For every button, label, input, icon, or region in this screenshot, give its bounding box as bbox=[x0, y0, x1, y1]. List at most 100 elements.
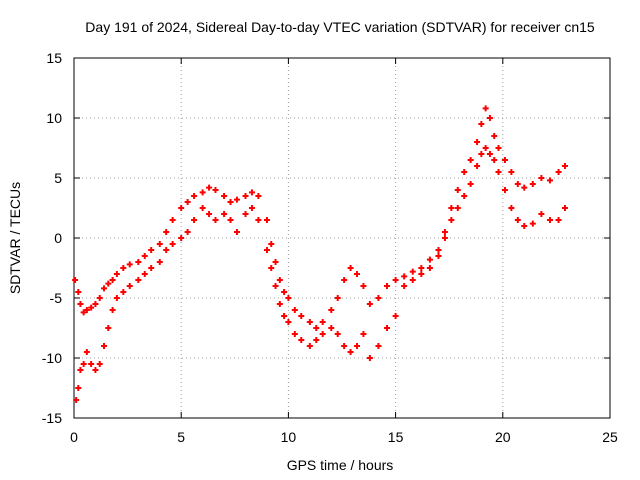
data-point bbox=[272, 283, 279, 289]
data-point bbox=[75, 289, 82, 295]
data-point bbox=[126, 283, 133, 289]
data-point bbox=[474, 139, 481, 145]
data-point bbox=[347, 265, 354, 271]
data-point bbox=[508, 205, 515, 211]
data-point bbox=[80, 309, 87, 316]
data-point bbox=[72, 277, 79, 283]
data-point bbox=[156, 241, 163, 247]
data-point bbox=[113, 271, 120, 277]
data-point bbox=[285, 295, 292, 301]
data-point bbox=[255, 193, 262, 199]
data-point bbox=[546, 217, 553, 223]
data-point bbox=[113, 295, 120, 301]
data-point bbox=[461, 193, 468, 199]
data-point bbox=[501, 187, 508, 193]
data-point bbox=[178, 205, 185, 211]
data-point bbox=[491, 157, 498, 163]
data-point bbox=[435, 253, 442, 259]
data-point bbox=[163, 247, 170, 253]
data-point bbox=[199, 189, 206, 196]
y-tick-label: 0 bbox=[54, 230, 62, 246]
data-point bbox=[561, 205, 568, 211]
data-point bbox=[313, 337, 320, 343]
data-point bbox=[454, 187, 461, 193]
data-point bbox=[514, 181, 521, 187]
data-point bbox=[538, 175, 545, 181]
data-point bbox=[328, 307, 335, 313]
data-point bbox=[418, 271, 425, 277]
data-point bbox=[227, 217, 234, 223]
data-point bbox=[298, 337, 305, 343]
data-point bbox=[233, 196, 240, 203]
data-point bbox=[409, 268, 416, 275]
data-point bbox=[83, 307, 90, 313]
data-point bbox=[354, 271, 361, 277]
data-point bbox=[538, 211, 545, 217]
data-point bbox=[276, 301, 283, 307]
data-point bbox=[206, 211, 213, 217]
data-point bbox=[73, 397, 80, 403]
data-point bbox=[263, 217, 270, 223]
data-point bbox=[92, 301, 99, 307]
data-point bbox=[272, 259, 279, 265]
data-point bbox=[163, 229, 170, 235]
y-tick-label: -15 bbox=[42, 410, 62, 426]
data-point bbox=[401, 283, 408, 289]
grid-lines bbox=[74, 58, 610, 418]
data-point bbox=[120, 289, 127, 295]
data-point bbox=[486, 151, 493, 157]
data-point bbox=[448, 205, 455, 211]
tick-marks bbox=[73, 57, 611, 419]
data-point bbox=[75, 385, 82, 391]
y-tick-label: 5 bbox=[54, 170, 62, 186]
data-point bbox=[212, 187, 219, 193]
data-point bbox=[467, 157, 474, 163]
data-point bbox=[105, 325, 112, 331]
data-point bbox=[191, 217, 198, 223]
data-point bbox=[418, 265, 425, 271]
y-axis-label: SDTVAR / TECUs bbox=[7, 182, 23, 294]
data-point bbox=[227, 199, 234, 205]
data-point bbox=[306, 319, 313, 325]
data-point bbox=[441, 229, 448, 235]
data-point bbox=[221, 193, 228, 199]
data-point bbox=[96, 361, 103, 367]
data-point bbox=[184, 229, 191, 235]
data-point bbox=[375, 295, 382, 301]
x-tick-label: 5 bbox=[177, 429, 185, 445]
data-point bbox=[184, 199, 191, 205]
y-tick-label: 10 bbox=[46, 110, 62, 126]
data-point bbox=[206, 184, 213, 191]
data-point bbox=[105, 280, 112, 287]
data-point bbox=[482, 105, 489, 112]
data-point bbox=[242, 193, 249, 199]
data-point bbox=[109, 307, 116, 313]
data-point bbox=[426, 256, 433, 263]
data-point bbox=[347, 349, 354, 355]
data-point bbox=[77, 367, 84, 373]
data-point bbox=[156, 259, 163, 265]
data-point bbox=[495, 169, 502, 175]
data-point bbox=[474, 163, 481, 169]
data-point bbox=[561, 163, 568, 169]
data-point bbox=[529, 181, 536, 187]
data-point bbox=[101, 343, 108, 349]
data-point bbox=[375, 343, 382, 349]
data-point bbox=[491, 133, 498, 139]
data-point bbox=[77, 301, 84, 307]
data-point bbox=[268, 241, 275, 247]
data-point bbox=[169, 217, 176, 223]
data-point bbox=[441, 235, 448, 241]
series-lower-band bbox=[73, 145, 568, 403]
data-point bbox=[409, 277, 416, 283]
data-point bbox=[109, 277, 116, 283]
data-point bbox=[169, 241, 176, 247]
data-point bbox=[135, 277, 142, 283]
data-point bbox=[281, 313, 288, 319]
data-point bbox=[521, 223, 528, 229]
data-point bbox=[401, 273, 408, 280]
data-point bbox=[306, 343, 313, 349]
chart-title: Day 191 of 2024, Sidereal Day-to-day VTE… bbox=[85, 19, 595, 35]
data-point bbox=[454, 205, 461, 211]
data-point bbox=[120, 265, 127, 271]
